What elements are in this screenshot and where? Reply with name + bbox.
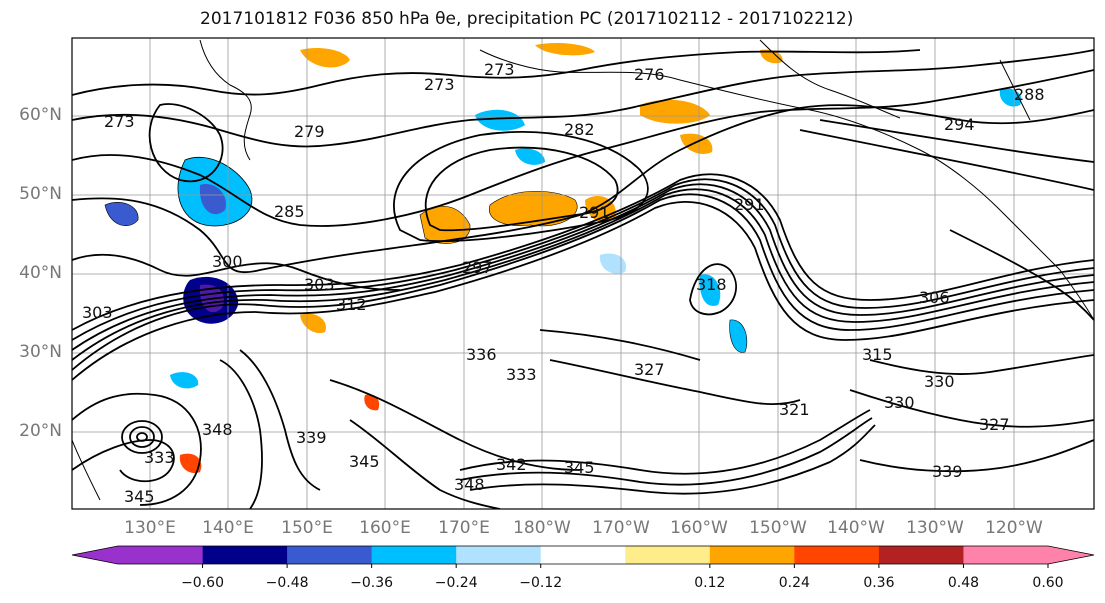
colorbar-segment (202, 546, 288, 564)
colorbar-segment (963, 546, 1094, 564)
colorbar-segment (540, 546, 626, 564)
colorbar (71, 545, 1095, 568)
contour-label: 345 (564, 458, 595, 477)
colorbar-outline (71, 545, 1095, 565)
latitude-label: 50°N (19, 184, 62, 204)
figure-title: 2017101812 F036 850 hPa θe, precipitatio… (200, 9, 854, 29)
colorbar-tick-label: 0.48 (947, 575, 980, 591)
contour-label: 339 (296, 428, 327, 447)
longitude-label: 120°W (985, 518, 1043, 538)
coastlines (72, 39, 1094, 501)
longitude-label: 180°W (513, 518, 571, 538)
contour-label: 285 (274, 202, 305, 221)
contour-label: 321 (779, 400, 810, 419)
contour-label: 273 (104, 112, 135, 131)
contour-label: 291 (734, 195, 765, 214)
colorbar-segment (878, 546, 964, 564)
graticule (72, 38, 1094, 509)
contour-label: 282 (564, 120, 595, 139)
longitude-label: 130°W (906, 518, 964, 538)
colorbar-tick-label: 0.60 (1032, 575, 1064, 591)
longitude-label: 140°E (202, 518, 254, 538)
colorbar-tick-label: −0.12 (519, 575, 563, 591)
colorbar-tick-label: −0.48 (265, 575, 309, 591)
contour-label: 312 (336, 295, 367, 314)
colorbar-tick-label: −0.24 (434, 575, 478, 591)
precipitation-shading (104, 42, 1022, 474)
colorbar-tick-label: 0.12 (694, 575, 726, 591)
contour-label: 330 (924, 372, 955, 391)
contour-label: 279 (294, 122, 325, 141)
contour-label: 339 (932, 462, 963, 481)
colorbar-segment (287, 546, 373, 564)
contour-label: 336 (466, 345, 497, 364)
colorbar-tick-label: 0.24 (778, 575, 810, 591)
colorbar-segment (625, 546, 711, 564)
contour-label: 288 (1014, 85, 1045, 104)
contour-label: 303 (304, 275, 335, 294)
contour-label: 303 (82, 303, 113, 322)
contour-label: 297 (462, 258, 493, 277)
longitude-label: 170°W (592, 518, 650, 538)
contour-label: 330 (884, 393, 915, 412)
map-frame (71, 37, 1095, 510)
colorbar-segment (456, 546, 542, 564)
theta-e-contours (72, 49, 1094, 509)
longitude-label: 160°E (359, 518, 411, 538)
contour-label: 345 (124, 487, 155, 506)
contour-label: 333 (506, 365, 537, 384)
contour-label: 306 (919, 288, 950, 307)
longitude-label: 130°E (124, 518, 176, 538)
longitude-label: 140°W (827, 518, 885, 538)
longitude-label: 170°E (438, 518, 490, 538)
contour-label: 294 (944, 115, 975, 134)
contour-label: 315 (862, 345, 893, 364)
contour-label: 276 (634, 65, 665, 84)
colorbar-tick-label: 0.36 (863, 575, 895, 591)
colorbar-segment (794, 546, 880, 564)
contour-label: 273 (424, 75, 455, 94)
contour-label: 318 (696, 275, 727, 294)
contour-label: 327 (979, 415, 1010, 434)
latitude-label: 40°N (19, 263, 62, 283)
latitude-label: 60°N (19, 105, 62, 125)
colorbar-segment (72, 546, 203, 564)
longitude-label: 150°W (749, 518, 807, 538)
contour-label: 300 (212, 252, 243, 271)
longitude-label: 150°E (281, 518, 333, 538)
contour-label: 348 (454, 475, 485, 494)
map-background (72, 38, 1094, 509)
colorbar-segment (709, 546, 795, 564)
latitude-label: 30°N (19, 342, 62, 362)
contour-label: 291 (579, 203, 610, 222)
contour-label: 273 (484, 60, 515, 79)
contour-label: 348 (202, 420, 233, 439)
longitude-label: 160°W (670, 518, 728, 538)
contour-label: 327 (634, 360, 665, 379)
colorbar-segment (371, 546, 457, 564)
colorbar-tick-label: −0.60 (181, 575, 224, 591)
contour-label: 333 (144, 448, 175, 467)
latitude-label: 20°N (19, 421, 62, 441)
colorbar-tick-label: −0.36 (350, 575, 394, 591)
contour-label: 345 (349, 452, 380, 471)
contour-label: 342 (496, 455, 527, 474)
